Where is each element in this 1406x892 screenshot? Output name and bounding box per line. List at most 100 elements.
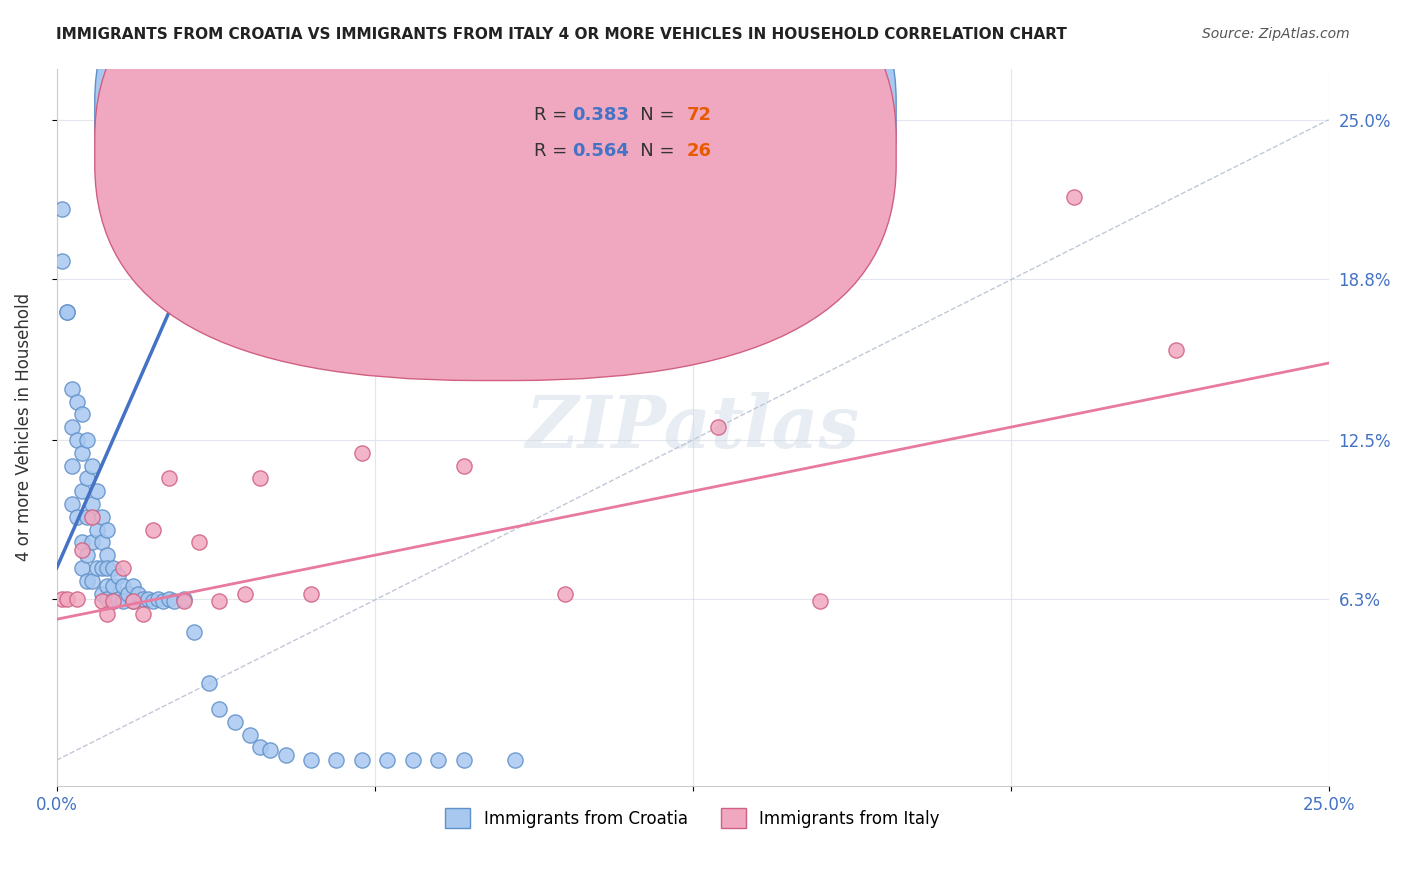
Point bbox=[142, 523, 165, 537]
Point bbox=[101, 594, 124, 608]
Point bbox=[127, 587, 149, 601]
Point bbox=[503, 753, 526, 767]
Point bbox=[183, 625, 205, 640]
Point bbox=[76, 548, 98, 562]
Point bbox=[157, 591, 180, 606]
Point bbox=[122, 594, 145, 608]
Point bbox=[122, 594, 145, 608]
Point bbox=[66, 509, 89, 524]
Point bbox=[82, 497, 104, 511]
Point bbox=[350, 446, 373, 460]
Point bbox=[66, 591, 89, 606]
Point bbox=[91, 509, 114, 524]
Point bbox=[111, 594, 134, 608]
Point bbox=[188, 535, 211, 549]
Point bbox=[162, 594, 184, 608]
Point bbox=[70, 561, 93, 575]
Text: 0.383: 0.383 bbox=[572, 106, 628, 124]
Point bbox=[82, 574, 104, 588]
Point bbox=[117, 587, 139, 601]
Text: N =: N = bbox=[623, 142, 681, 160]
Point bbox=[274, 747, 297, 762]
Point bbox=[60, 458, 83, 473]
Point bbox=[96, 607, 118, 622]
Point bbox=[91, 594, 114, 608]
Point bbox=[101, 594, 124, 608]
Point bbox=[70, 408, 93, 422]
Text: R =: R = bbox=[534, 142, 572, 160]
Point bbox=[70, 535, 93, 549]
Point bbox=[325, 753, 347, 767]
Point bbox=[375, 753, 398, 767]
Point bbox=[122, 579, 145, 593]
Point bbox=[1164, 343, 1187, 358]
Point bbox=[76, 509, 98, 524]
Point bbox=[402, 753, 425, 767]
Point bbox=[173, 594, 195, 608]
Point bbox=[91, 535, 114, 549]
Point bbox=[208, 702, 231, 716]
Point bbox=[86, 484, 108, 499]
Point bbox=[299, 753, 322, 767]
Point bbox=[86, 561, 108, 575]
Legend: Immigrants from Croatia, Immigrants from Italy: Immigrants from Croatia, Immigrants from… bbox=[439, 801, 946, 835]
Point bbox=[148, 591, 170, 606]
Point bbox=[60, 497, 83, 511]
Point bbox=[707, 420, 730, 434]
Point bbox=[76, 433, 98, 447]
Point bbox=[96, 561, 118, 575]
Point bbox=[91, 561, 114, 575]
Point bbox=[101, 561, 124, 575]
Text: 72: 72 bbox=[686, 106, 711, 124]
Point bbox=[70, 446, 93, 460]
Point bbox=[91, 587, 114, 601]
Point bbox=[233, 587, 256, 601]
Point bbox=[107, 568, 129, 582]
Text: Source: ZipAtlas.com: Source: ZipAtlas.com bbox=[1202, 27, 1350, 41]
Point bbox=[56, 305, 79, 319]
Text: ZIPatlas: ZIPatlas bbox=[526, 392, 859, 463]
FancyBboxPatch shape bbox=[94, 0, 896, 344]
Text: R =: R = bbox=[534, 106, 572, 124]
Point bbox=[82, 535, 104, 549]
Point bbox=[96, 548, 118, 562]
Point bbox=[132, 607, 155, 622]
Point bbox=[299, 587, 322, 601]
Point bbox=[554, 587, 576, 601]
Point bbox=[82, 509, 104, 524]
Point bbox=[157, 471, 180, 485]
Point bbox=[111, 561, 134, 575]
Point bbox=[70, 484, 93, 499]
Point bbox=[76, 574, 98, 588]
Point bbox=[51, 591, 73, 606]
Point bbox=[239, 727, 262, 741]
Point bbox=[136, 591, 159, 606]
Point bbox=[249, 471, 271, 485]
Point bbox=[76, 471, 98, 485]
Text: IMMIGRANTS FROM CROATIA VS IMMIGRANTS FROM ITALY 4 OR MORE VEHICLES IN HOUSEHOLD: IMMIGRANTS FROM CROATIA VS IMMIGRANTS FR… bbox=[56, 27, 1067, 42]
Point bbox=[60, 420, 83, 434]
Point bbox=[132, 591, 155, 606]
Point bbox=[808, 594, 831, 608]
Point bbox=[96, 579, 118, 593]
Text: 0.564: 0.564 bbox=[572, 142, 628, 160]
Point bbox=[96, 591, 118, 606]
Point bbox=[152, 594, 174, 608]
FancyBboxPatch shape bbox=[439, 76, 807, 191]
Point bbox=[82, 458, 104, 473]
Point bbox=[66, 433, 89, 447]
Point bbox=[107, 591, 129, 606]
FancyBboxPatch shape bbox=[94, 0, 896, 381]
Text: N =: N = bbox=[623, 106, 681, 124]
Point bbox=[453, 458, 475, 473]
Point bbox=[111, 579, 134, 593]
Point bbox=[101, 579, 124, 593]
Point bbox=[96, 523, 118, 537]
Point bbox=[142, 594, 165, 608]
Point bbox=[60, 382, 83, 396]
Point bbox=[427, 753, 450, 767]
Point bbox=[66, 394, 89, 409]
Point bbox=[56, 591, 79, 606]
Point bbox=[56, 305, 79, 319]
Point bbox=[224, 714, 246, 729]
